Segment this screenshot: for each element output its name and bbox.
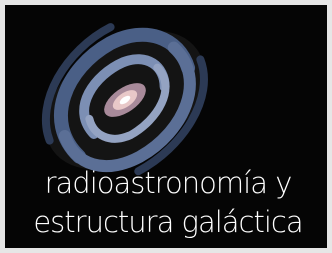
title-line: radioastronomía y (45, 166, 292, 200)
title-line: estructura galáctica (33, 205, 302, 239)
page: radioastronomía y estructura galáctica (… (0, 0, 332, 253)
logo: radioastronomía y estructura galáctica (0, 0, 332, 253)
